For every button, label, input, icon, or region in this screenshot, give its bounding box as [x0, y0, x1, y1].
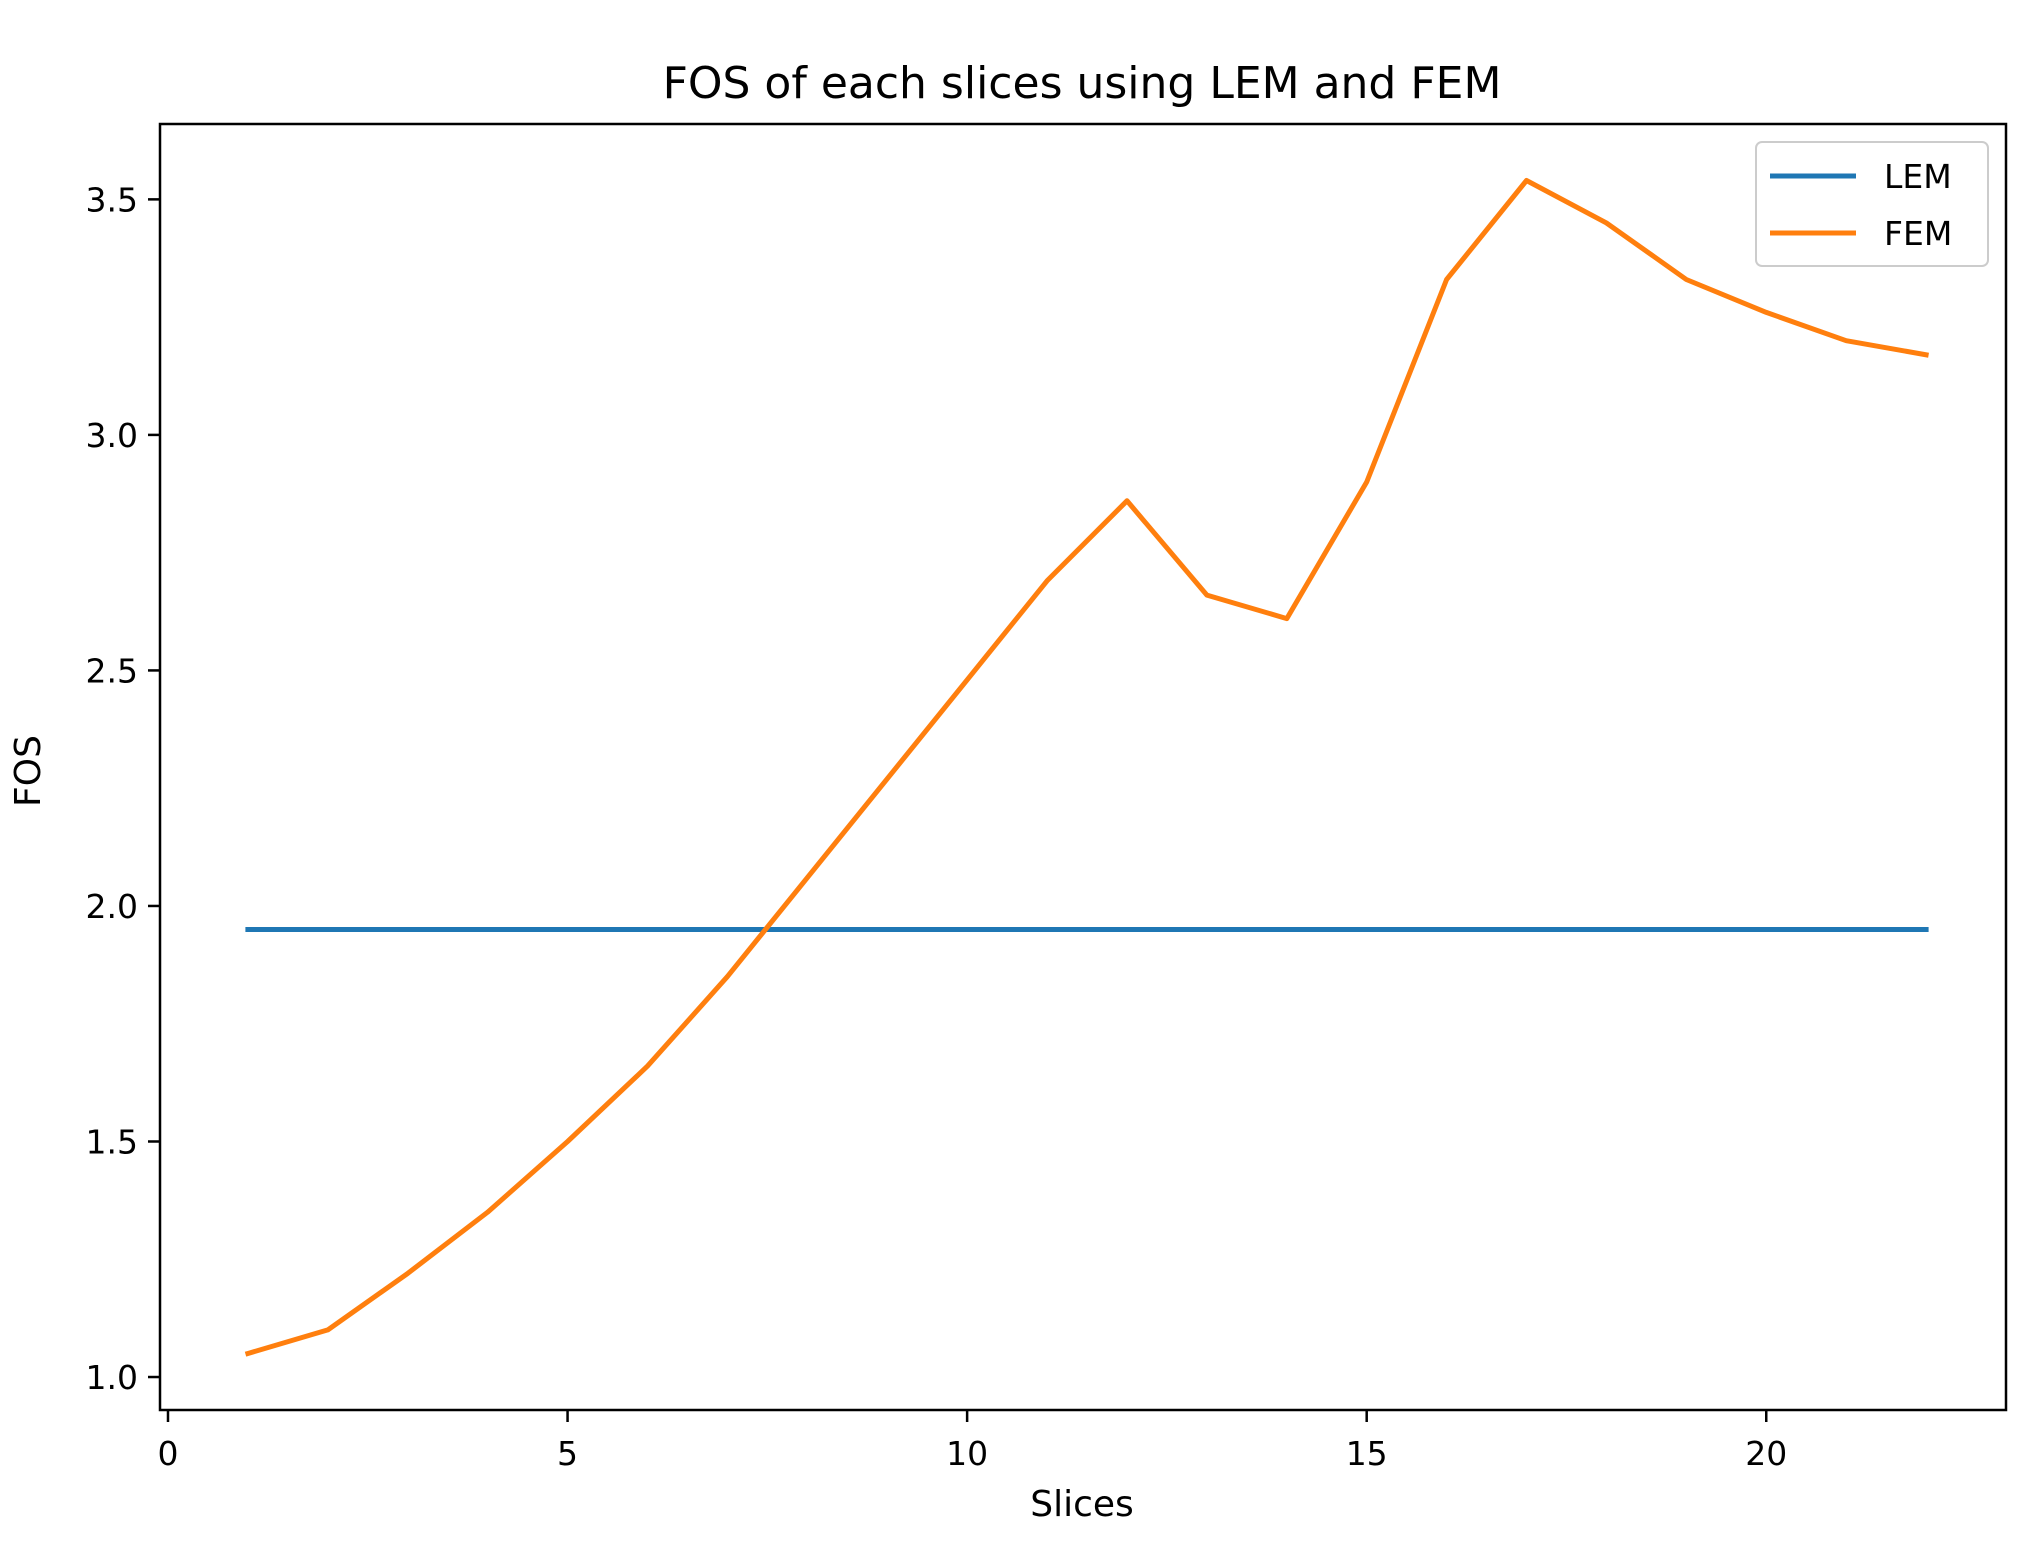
x-tick-label: 0 [157, 1434, 178, 1473]
y-tick-label: 2.0 [86, 887, 138, 926]
series-layer [244, 178, 1929, 1357]
y-axis-ticks: 1.0 1.5 2.0 2.5 3.0 3.5 [86, 180, 160, 1397]
plot-frame [158, 122, 2008, 1412]
x-tick-label: 10 [946, 1434, 988, 1473]
y-tick-label: 3.0 [86, 416, 138, 455]
x-tick-label: 20 [1745, 1434, 1787, 1473]
y-tick-label: 1.0 [86, 1358, 138, 1397]
chart-title: FOS of each slices using LEM and FEM [663, 58, 1502, 109]
y-tick-label: 1.5 [86, 1122, 138, 1161]
legend: LEM FEM [1755, 141, 1989, 267]
y-axis-label: FOS [8, 735, 49, 807]
x-tick-label: 15 [1346, 1434, 1388, 1473]
series-line-fem [244, 178, 1929, 1357]
x-tick-label: 5 [557, 1434, 578, 1473]
y-tick-label: 3.5 [86, 180, 138, 219]
y-tick-label: 2.5 [86, 651, 138, 690]
legend-label-lem: LEM [1884, 157, 1952, 196]
x-axis-label: Slices [1030, 1484, 1134, 1525]
x-axis-ticks: 0 5 10 15 20 [157, 1410, 1787, 1473]
legend-label-fem: FEM [1884, 214, 1952, 253]
legend-box [1755, 141, 1989, 267]
